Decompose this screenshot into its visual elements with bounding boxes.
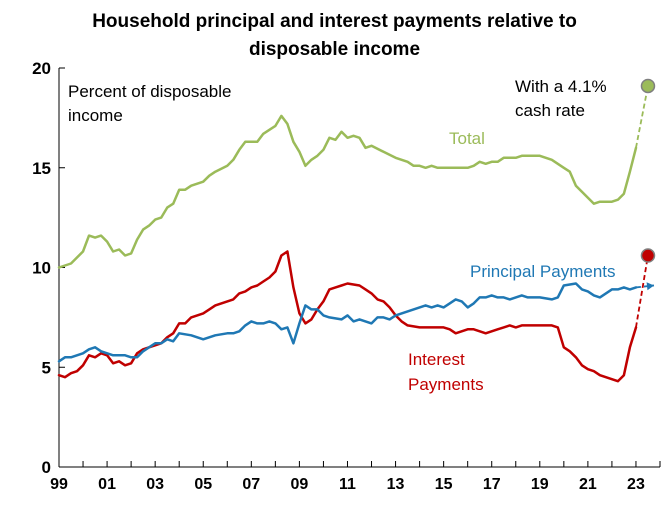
x-tick-label: 19: [531, 476, 549, 493]
y-tick-label: 0: [42, 458, 51, 477]
projection-marker-interest-payments: [640, 248, 656, 263]
x-tick-label: 01: [98, 476, 116, 493]
y-tick-label: 15: [32, 159, 51, 178]
cash-rate-label-line2: cash rate: [515, 101, 585, 120]
series-line-principal-payments: [57, 282, 638, 363]
series-layer: [57, 114, 638, 383]
y-tick-label: 5: [42, 358, 51, 377]
cash-rate-label-line1: With a 4.1%: [515, 77, 607, 96]
chart-title-line1: Household principal and interest payment…: [92, 11, 577, 32]
x-tick-label: 09: [291, 476, 309, 493]
x-tick-label: 07: [242, 476, 260, 493]
projection-marker-total: [640, 78, 656, 94]
projection-line-interest-payments: [635, 255, 649, 328]
x-tick-label: 13: [387, 476, 405, 493]
x-tick-label: 17: [483, 476, 501, 493]
principal-label: Principal Payments: [470, 262, 616, 281]
total-label: Total: [449, 129, 485, 148]
series-line-total: [57, 114, 638, 269]
interest-label-line2: Payments: [408, 375, 484, 394]
x-tick-label: 11: [339, 476, 356, 493]
x-tick-label: 99: [50, 476, 68, 493]
projection-line-principal-payments: [635, 284, 655, 289]
x-tick-label: 03: [146, 476, 164, 493]
interest-label-line1: Interest: [408, 350, 465, 369]
y-tick-label: 10: [32, 259, 51, 278]
projection-line-total: [635, 85, 649, 148]
x-tick-label: 15: [435, 476, 453, 493]
projection-arrowhead-principal-payments: [646, 282, 654, 291]
ylabel-line2: income: [68, 106, 123, 125]
chart-title-line2: disposable income: [249, 39, 420, 60]
y-tick-label: 20: [32, 59, 51, 78]
ylabel-line1: Percent of disposable: [68, 82, 232, 101]
projection-layer: [635, 78, 656, 328]
x-tick-label: 21: [579, 476, 597, 493]
x-tick-label: 23: [627, 476, 645, 493]
x-tick-label: 05: [194, 476, 212, 493]
